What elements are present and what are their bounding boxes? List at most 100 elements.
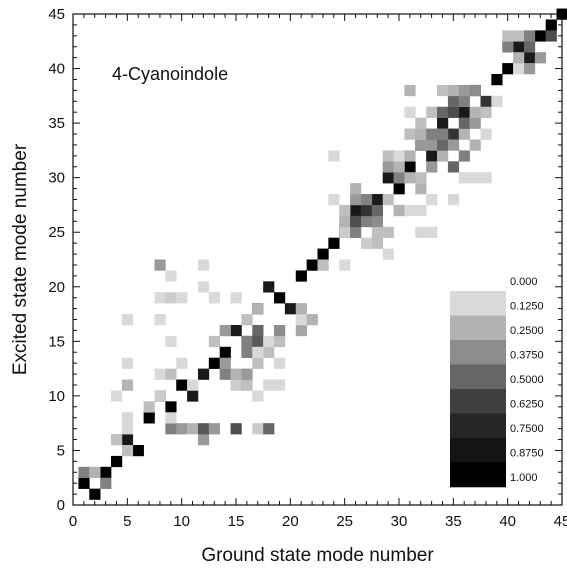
x-tick-label: 15 [228,513,245,530]
heatmap-cell [426,106,438,118]
heatmap-cell [121,423,134,435]
heatmap-cell [523,63,536,75]
heatmap-cell [78,477,90,489]
heatmap-cell [263,379,275,391]
heatmap-cell [230,423,242,435]
colorbar-label: 0.7500 [510,423,544,435]
x-tick-label: 10 [173,513,190,530]
y-tick-label: 0 [57,497,65,514]
heatmap-cell [469,117,481,129]
heatmap-cell [306,259,318,271]
heatmap-cell [447,128,460,140]
heatmap-cell [437,150,449,162]
heatmap-cell [306,314,318,326]
heatmap-cell [382,226,394,238]
heatmap-cell [197,423,210,435]
heatmap-cell [339,215,351,228]
heatmap-cell [371,226,383,238]
heatmap-cell [274,335,286,348]
heatmap-cell [339,226,351,238]
heatmap-cell [404,128,416,140]
heatmap-cell [187,423,199,435]
heatmap-cell [360,204,373,217]
heatmap-cell [197,434,210,446]
heatmap-cell [437,106,449,118]
heatmap-cell [458,172,470,184]
heatmap-cell [274,357,286,369]
heatmap-cell [513,30,525,42]
heatmap-cell [523,41,536,53]
heatmap-cell [263,281,275,293]
heatmap-cell [100,466,112,479]
heatmap-cell [165,292,177,304]
heatmap-cell [252,423,264,435]
heatmap-cell [371,204,383,217]
heatmap-cell [328,194,340,206]
heatmap-cell [219,357,231,369]
heatmap-cell [393,150,405,162]
heatmap-cell [78,466,90,479]
heatmap-cell [360,237,373,249]
heatmap-cell [121,444,134,457]
y-tick-label: 45 [48,6,65,23]
heatmap-cell [415,128,427,140]
heatmap-cell [241,379,253,391]
heatmap-cell [469,84,481,97]
heatmap-cell [252,335,264,348]
heatmap-cell [404,84,416,97]
heatmap-cell [89,466,101,479]
heatmap-cell [252,324,264,337]
colorbar-label: 1.000 [510,472,538,484]
heatmap-cell [241,346,253,358]
heatmap-cell [317,259,329,271]
axis-ticks: 0 5 10 15 20 25 30 35 40 45 0 5 10 15 20 25 30 35 40 45 [48,6,567,530]
heatmap-cell [230,292,242,304]
x-tick-label: 5 [123,513,131,530]
heatmap-cell [393,161,405,173]
colorbar-label: 0.5000 [510,374,544,386]
colorbar-swatch [450,389,506,414]
y-tick-label: 10 [48,388,65,405]
x-tick-label: 35 [445,513,462,530]
heatmap-cell [458,150,470,162]
heatmap-cells [78,8,567,500]
heatmap-cell [284,303,297,315]
heatmap-cell [165,401,177,413]
heatmap-cell [458,117,470,129]
heatmap-cell [404,161,416,173]
colorbar-swatch [450,438,506,463]
heatmap-cell [360,194,373,206]
colorbar-swatch [450,291,506,316]
colorbar-swatch [450,364,506,390]
heatmap-cell [121,434,134,446]
heatmap-cell [415,117,427,129]
heatmap-cell [415,183,427,195]
heatmap-cell [154,368,166,380]
heatmap-cell [458,128,470,140]
heatmap-cell [263,423,275,435]
heatmap-cell [447,84,460,97]
y-tick-label: 30 [48,170,65,187]
heatmap-cell [121,357,134,369]
colorbar-label: 0.8750 [510,448,544,460]
heatmap-cell [371,215,383,228]
heatmap-cell [328,150,340,162]
heatmap-cell [143,412,155,424]
heatmap-cell [404,204,416,217]
heatmap-cell [219,324,231,337]
heatmap-cell [208,335,220,348]
heatmap-cell [219,368,231,380]
heatmap-cell [295,270,307,282]
heatmap-cell [382,150,394,162]
heatmap-cell [513,41,525,53]
heatmap-cell [426,194,438,206]
colorbar-label: 0.6250 [510,399,544,411]
heatmap-cell [350,215,362,228]
colorbar-swatch [450,315,506,341]
heatmap-cell [165,335,177,348]
heatmap-cell [447,161,460,173]
colorbar-label: 0.3750 [510,350,544,362]
heatmap-cell [545,30,557,42]
heatmap-cell [480,106,492,118]
y-tick-label: 15 [48,333,65,350]
